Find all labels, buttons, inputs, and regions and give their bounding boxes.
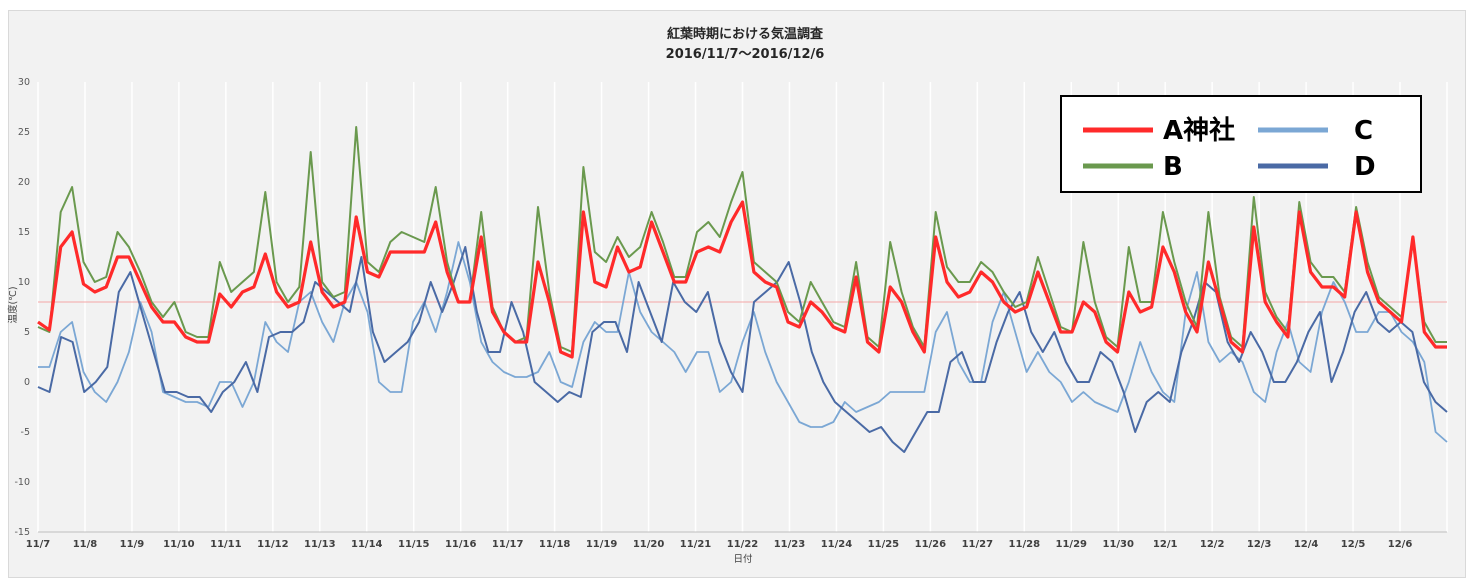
x-tick-label: 11/13 <box>304 539 336 550</box>
y-axis: -15 -10 -5 0 5 10 15 20 25 30 <box>14 77 30 538</box>
x-tick-label: 11/7 <box>26 539 51 550</box>
y-tick-label: 10 <box>18 277 30 288</box>
x-tick-label: 11/17 <box>492 539 524 550</box>
x-tick-label: 12/2 <box>1200 539 1225 550</box>
legend-label: C <box>1354 116 1373 146</box>
x-tick-label: 11/8 <box>73 539 98 550</box>
x-tick-label: 11/12 <box>257 539 289 550</box>
x-tick-label: 11/11 <box>210 539 242 550</box>
legend-label: B <box>1163 152 1183 182</box>
legend-box <box>1060 95 1422 193</box>
y-axis-label: 温度(℃) <box>7 286 19 323</box>
y-tick-label: -15 <box>14 527 30 538</box>
y-tick-label: 30 <box>18 77 30 88</box>
x-tick-label: 11/18 <box>539 539 571 550</box>
y-tick-label: 15 <box>18 227 30 238</box>
x-tick-label: 11/24 <box>821 539 853 550</box>
x-tick-label: 11/28 <box>1009 539 1041 550</box>
x-tick-label: 11/15 <box>398 539 430 550</box>
chart-subtitle: 2016/11/7〜2016/12/6 <box>666 47 825 62</box>
legend-label: D <box>1354 152 1376 182</box>
x-tick-label: 11/20 <box>633 539 665 550</box>
y-tick-label: -5 <box>21 427 30 438</box>
x-tick-label: 11/25 <box>868 539 900 550</box>
x-tick-label: 11/9 <box>120 539 145 550</box>
series-line-1 <box>37 200 1447 359</box>
x-axis-label: 日付 <box>733 554 753 565</box>
legend-label: A神社 <box>1163 115 1235 146</box>
y-tick-label: 20 <box>18 177 30 188</box>
x-tick-label: 11/23 <box>774 539 806 550</box>
x-tick-label: 11/21 <box>680 539 712 550</box>
x-tick-label: 11/10 <box>163 539 195 550</box>
x-tick-label: 12/5 <box>1341 539 1366 550</box>
chart-title: 紅葉時期における気温調査 <box>667 26 824 42</box>
x-axis: 11/7 11/8 11/9 11/10 11/11 11/12 11/13 11/14 11/… <box>26 539 1413 550</box>
x-tick-label: 11/27 <box>962 539 994 550</box>
x-tick-label: 12/4 <box>1294 539 1319 550</box>
x-tick-label: 11/14 <box>351 539 383 550</box>
x-tick-label: 11/29 <box>1056 539 1088 550</box>
x-tick-label: 12/3 <box>1247 539 1272 550</box>
x-tick-label: 11/26 <box>915 539 947 550</box>
y-tick-label: 0 <box>24 377 30 388</box>
y-tick-label: 5 <box>24 327 30 338</box>
y-tick-label: -10 <box>14 477 30 488</box>
legend: A神社 B CD <box>1060 95 1422 193</box>
x-tick-label: 12/1 <box>1153 539 1178 550</box>
series-lines <box>37 126 1448 453</box>
x-tick-label: 11/19 <box>586 539 618 550</box>
x-tick-label: 12/6 <box>1388 539 1413 550</box>
x-tick-label: 11/22 <box>727 539 759 550</box>
x-tick-label: 11/30 <box>1102 539 1134 550</box>
series-line-2 <box>37 126 1447 353</box>
y-tick-label: 25 <box>18 127 30 138</box>
series-line-4 <box>37 246 1448 453</box>
x-tick-label: 11/16 <box>445 539 477 550</box>
